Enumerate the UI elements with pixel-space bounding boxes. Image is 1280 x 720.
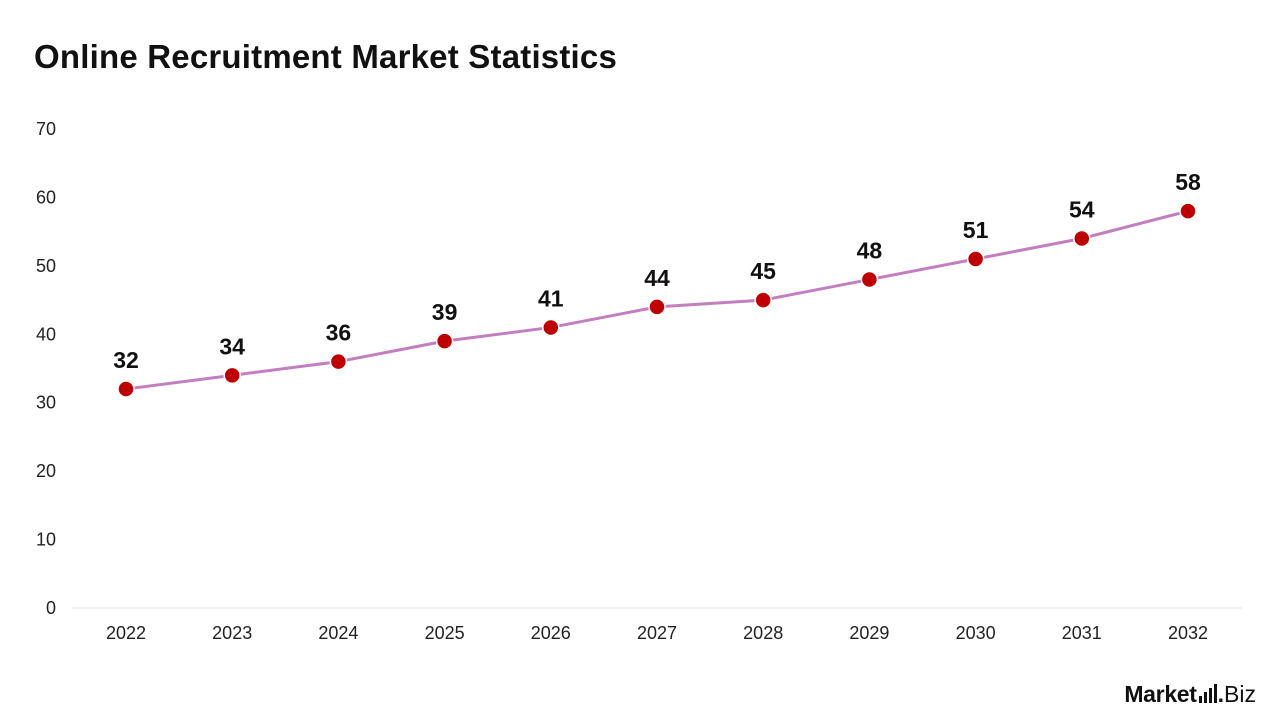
- chart-title: Online Recruitment Market Statistics: [34, 38, 618, 75]
- y-axis: 0 10 20 30 40 50 60 70: [36, 119, 56, 618]
- y-tick-label: 70: [36, 119, 56, 139]
- y-tick-label: 20: [36, 461, 56, 481]
- data-point: [435, 332, 454, 350]
- data-label: 36: [326, 320, 352, 346]
- data-point: [648, 298, 666, 316]
- data-label: 41: [538, 285, 564, 311]
- brand-name-prefix: Market: [1124, 681, 1197, 707]
- data-point: [860, 270, 879, 289]
- data-point: [1073, 229, 1091, 248]
- data-label: 58: [1175, 169, 1201, 195]
- y-tick-label: 60: [36, 187, 56, 207]
- x-axis: 2022 2023 2024 2025 2026 2027 2028 2029 2030 2031…: [72, 607, 1242, 643]
- x-tick-label: 2025: [425, 623, 465, 643]
- x-tick-label: 2031: [1062, 623, 1102, 643]
- x-tick-label: 2028: [743, 623, 783, 643]
- x-tick-label: 2024: [318, 623, 358, 643]
- data-point: [329, 352, 348, 371]
- brand-name-dot: .: [1217, 681, 1225, 707]
- x-tick-label: 2030: [956, 623, 996, 643]
- bar-chart-icon: [1198, 684, 1217, 703]
- x-tick-label: 2022: [106, 623, 146, 643]
- data-label: 34: [219, 333, 245, 359]
- data-label: 39: [432, 299, 458, 325]
- data-points: [117, 202, 1197, 398]
- x-tick-label: 2026: [531, 623, 571, 643]
- x-tick-label: 2027: [637, 623, 677, 643]
- x-tick-label: 2023: [212, 623, 252, 643]
- data-labels: 32 34 36 39 41 44 45 48 51 54 58: [113, 169, 1201, 373]
- y-tick-label: 10: [36, 530, 56, 550]
- y-tick-label: 30: [36, 393, 56, 413]
- data-point: [117, 380, 135, 398]
- data-point: [966, 250, 985, 268]
- x-tick-label: 2029: [849, 623, 889, 643]
- data-point: [754, 291, 772, 309]
- data-label: 51: [963, 217, 989, 243]
- data-label: 45: [750, 258, 776, 284]
- data-point: [542, 318, 560, 337]
- data-label: 48: [857, 238, 883, 264]
- y-tick-label: 40: [36, 324, 56, 344]
- y-tick-label: 50: [36, 256, 56, 276]
- x-tick-label: 2032: [1168, 623, 1208, 643]
- brand-name-suffix: Biz: [1224, 681, 1256, 707]
- brand-logo: Market . Biz: [1124, 683, 1256, 706]
- data-point: [1179, 202, 1197, 220]
- data-label: 54: [1069, 196, 1095, 222]
- y-tick-label: 0: [46, 598, 56, 618]
- data-label: 32: [113, 347, 139, 373]
- data-point: [223, 366, 241, 385]
- data-label: 44: [644, 265, 670, 291]
